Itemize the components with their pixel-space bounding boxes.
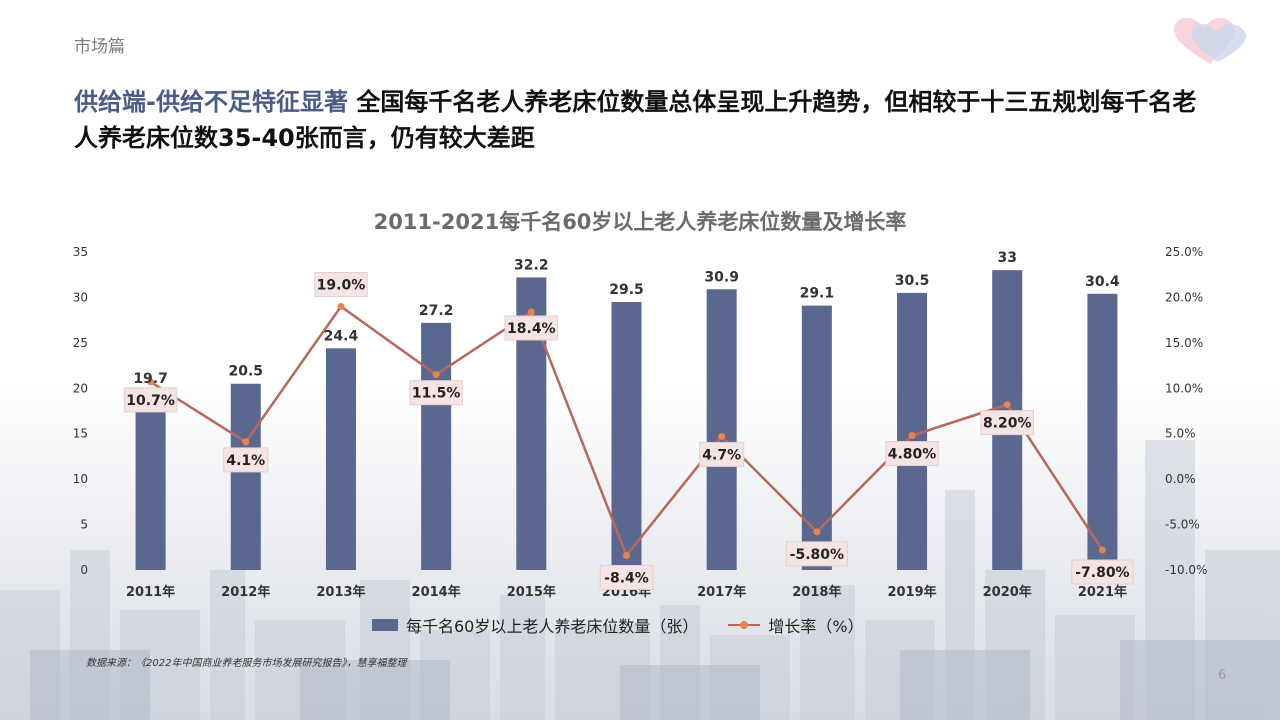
heart-logo-icon: [1168, 16, 1252, 68]
y-left-tick-label: 30: [73, 290, 88, 304]
legend-item-line: 增长率（%）: [728, 613, 864, 637]
bar-value-label: 29.5: [609, 282, 644, 298]
line-point: [908, 432, 916, 440]
line-value-label: 4.1%: [226, 453, 265, 469]
x-tick-label: 2020年: [983, 584, 1032, 600]
city-skyline-icon: [0, 440, 1280, 720]
y-left-tick-label: 5: [80, 518, 88, 532]
line-value-label: -8.4%: [604, 570, 649, 586]
bar: [706, 289, 737, 570]
line-label-box: [1071, 559, 1134, 585]
y-left-tick-label: 15: [73, 427, 88, 441]
bar: [801, 305, 832, 570]
line-value-label: 8.20%: [983, 416, 1032, 432]
line-value-label: 11.5%: [412, 386, 461, 402]
line-label-box: [885, 441, 939, 467]
x-tick-label: 2017年: [697, 584, 746, 600]
bar-value-label: 19.7: [133, 371, 168, 387]
bar-value-label: 30.9: [704, 269, 739, 285]
line-label-box: [409, 380, 463, 406]
x-tick-label: 2019年: [887, 584, 936, 600]
bar: [611, 301, 642, 570]
x-tick-label: 2013年: [316, 584, 365, 600]
line-label-box: [785, 541, 848, 567]
line-value-label: 18.4%: [507, 321, 556, 337]
y-right-tick-label: -5.0%: [1165, 518, 1200, 532]
line-value-label: 4.7%: [702, 447, 741, 463]
legend-line-swatch: [728, 619, 761, 631]
x-tick-label: 2014年: [412, 584, 461, 600]
line-point: [242, 438, 250, 446]
bar-value-label: 30.4: [1085, 274, 1120, 290]
line-label-box: [504, 315, 559, 341]
line-point: [718, 432, 726, 440]
line-point: [1098, 546, 1106, 554]
legend-line-label: 增长率（%）: [768, 617, 864, 636]
y-right-tick-label: 25.0%: [1165, 245, 1203, 259]
line-point: [432, 371, 440, 379]
line-value-label: 4.80%: [888, 447, 937, 463]
line-value-label: 19.0%: [317, 278, 366, 294]
y-right-tick-label: 15.0%: [1165, 336, 1203, 350]
bar-value-label: 32.2: [514, 257, 549, 273]
line-point: [1003, 401, 1011, 409]
bar-value-label: 29.1: [800, 286, 835, 302]
y-right-tick-label: 10.0%: [1165, 381, 1203, 395]
line-point: [337, 303, 345, 311]
line-label-box: [980, 410, 1034, 436]
line-label-box: [123, 387, 178, 413]
bar: [1087, 293, 1118, 570]
bar-value-label: 27.2: [419, 303, 454, 319]
y-left-tick-label: 35: [73, 245, 88, 259]
x-tick-label: 2011年: [126, 584, 175, 600]
line-value-label: -7.80%: [1075, 565, 1129, 581]
line-label-box: [223, 447, 269, 473]
bar: [325, 348, 356, 570]
bar: [230, 383, 261, 570]
legend-item-bar: 每千名60岁以上老人养老床位数量（张）: [372, 613, 698, 637]
line-point: [813, 528, 821, 536]
legend-bar-swatch: [372, 619, 398, 631]
line-point: [623, 551, 630, 559]
line-value-label: -5.80%: [790, 547, 844, 563]
chart-title: 2011-2021每千名60岁以上老人养老床位数量及增长率: [373, 210, 907, 234]
chart-legend: 每千名60岁以上老人养老床位数量（张） 增长率（%）: [372, 612, 864, 638]
x-tick-label: 2015年: [507, 584, 556, 600]
x-tick-label: 2018年: [792, 584, 841, 600]
y-right-tick-label: 20.0%: [1165, 290, 1203, 304]
page-number: 6: [1218, 668, 1227, 683]
section-label: 市场篇: [74, 37, 125, 57]
headline-text: 全国每千名老人养老床位数量总体呈现上升趋势，但相较于十三五规划每千名老人养老床位…: [74, 88, 1197, 152]
y-left-tick-label: 25: [73, 336, 88, 350]
line-label-box: [314, 272, 368, 298]
page-headline: 供给端-供给不足特征显著 全国每千名老人养老床位数量总体呈现上升趋势，但相较于十…: [74, 84, 1214, 156]
line-value-label: 10.7%: [126, 393, 175, 409]
y-left-tick-label: 0: [80, 563, 88, 577]
bar-value-label: 20.5: [228, 364, 263, 380]
y-right-tick-label: 0.0%: [1165, 472, 1196, 486]
line-point: [527, 308, 535, 316]
y-right-tick-label: 5.0%: [1165, 427, 1196, 441]
y-left-tick-label: 10: [73, 472, 88, 486]
y-left-tick-label: 20: [73, 381, 88, 395]
line-point: [147, 378, 155, 386]
bar-value-label: 30.5: [895, 273, 930, 289]
data-source-note: 数据来源：《2022年中国商业养老服务市场发展研究报告》，慧享福整理: [86, 658, 407, 669]
bar: [135, 391, 166, 570]
x-tick-label: 2021年: [1078, 584, 1127, 600]
line-label-box: [599, 564, 654, 590]
bar-value-label: 24.4: [324, 328, 359, 344]
legend-bar-label: 每千名60岁以上老人养老床位数量（张）: [406, 617, 699, 636]
bar-value-label: 33: [997, 250, 1016, 266]
bar: [421, 322, 452, 570]
line-label-box: [699, 441, 745, 467]
x-tick-label: 2012年: [221, 584, 270, 600]
y-right-tick-label: -10.0%: [1165, 563, 1207, 577]
headline-highlight: 供给端-供给不足特征显著: [74, 88, 348, 116]
